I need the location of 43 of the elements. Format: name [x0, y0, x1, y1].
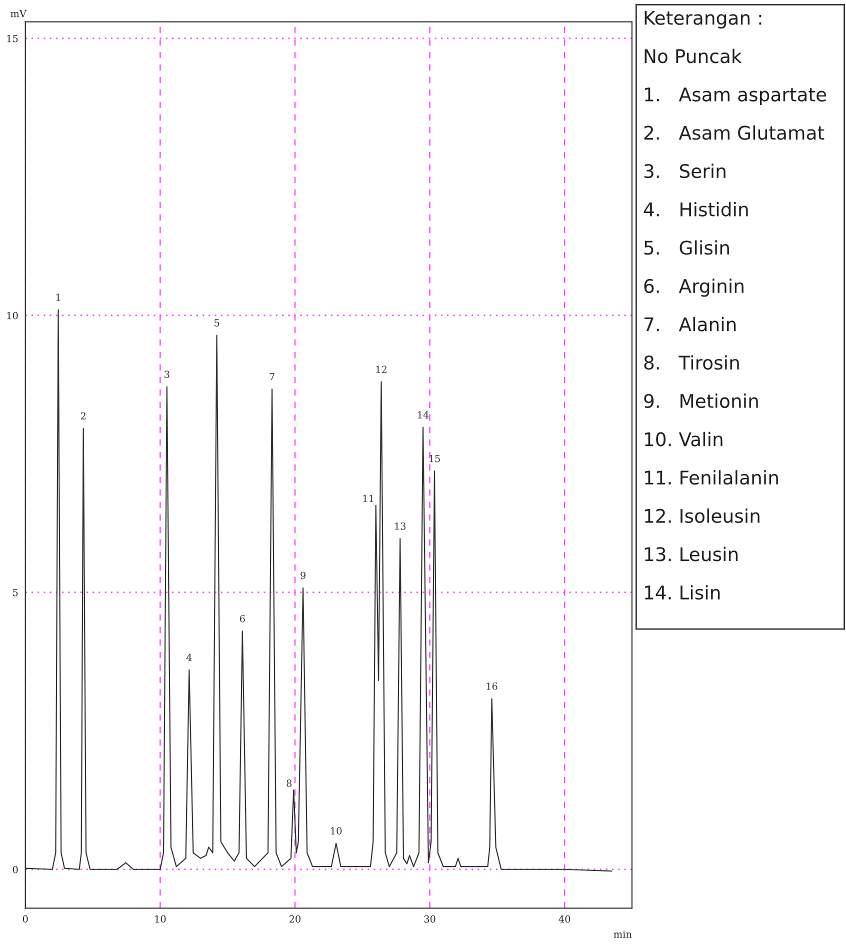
text: 8. Tirosin: [644, 355, 739, 370]
text: 9. Metionin: [644, 394, 758, 408]
annotation: 14: [418, 411, 429, 418]
annotation: 12: [376, 366, 386, 373]
y-tick-label: 0: [12, 866, 18, 874]
y-axis-title: mV: [10, 10, 27, 18]
text: 4. Histidin: [644, 202, 748, 216]
annotation: 13: [395, 522, 406, 530]
annotation: 1: [56, 294, 60, 301]
annotation: 5: [214, 319, 220, 326]
x-tick-label: 10: [155, 915, 166, 923]
annotation: 16: [486, 682, 498, 690]
text: 1. Asam aspartate: [645, 88, 826, 106]
annotation: 2: [80, 412, 86, 420]
text: 7. Alanin: [644, 316, 736, 332]
annotation: 11: [363, 494, 374, 502]
x-tick-label: 30: [424, 915, 436, 923]
text: 10. Valin: [645, 432, 722, 446]
x-tick-label: 0: [22, 915, 28, 923]
annotation: 8: [286, 780, 292, 787]
text: No Puncak: [644, 48, 742, 64]
text: 11. Fenilalanin: [645, 470, 778, 485]
text: 3. Serin: [644, 164, 726, 178]
x-tick-label: 40: [558, 915, 570, 923]
y-tick-label: 5: [13, 588, 18, 596]
annotation: 3: [164, 370, 170, 378]
annotation: 9: [300, 572, 306, 580]
y-tick-label: 15: [7, 34, 18, 42]
x-axis-title: min: [614, 930, 632, 938]
annotation: 6: [240, 614, 245, 622]
text: 12. Isoleusin: [645, 508, 760, 523]
text: Keterangan :: [644, 10, 762, 29]
y-tick-label: 10: [7, 312, 18, 320]
text: 6. Arginin: [644, 278, 744, 297]
x-tick-label: 20: [289, 915, 301, 923]
annotation: 7: [270, 373, 274, 380]
text: 5. Glisin: [644, 240, 729, 255]
annotation: 15: [429, 454, 440, 462]
text: 2. Asam Glutamat: [644, 125, 824, 140]
annotation: 10: [331, 827, 342, 835]
text: 13. Leusin: [645, 546, 738, 562]
text: 14. Lisin: [645, 585, 720, 600]
annotation: 4: [186, 654, 192, 661]
